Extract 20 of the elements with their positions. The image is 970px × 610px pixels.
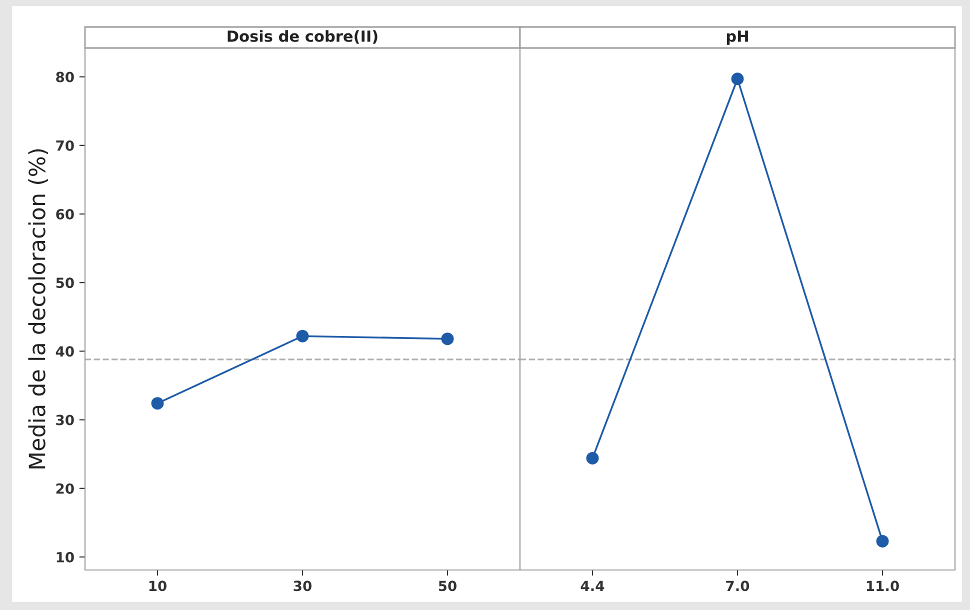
x-tick-label: 4.4 xyxy=(580,580,604,591)
y-tick-label: 70 xyxy=(56,140,74,151)
x-tick-label: 50 xyxy=(438,580,456,592)
y-tick-label: 30 xyxy=(56,414,74,426)
x-tick-label: 11.0 xyxy=(866,580,899,592)
y-axis-title: Media de la decoloracion (%) xyxy=(28,149,48,468)
x-tick-label: 10 xyxy=(149,580,166,592)
chart-title: Dosis de cobre(II) xyxy=(228,30,378,44)
y-tick-label: 20 xyxy=(56,483,74,494)
x-tick-label: 7.0 xyxy=(726,580,750,592)
y-tick-label: 80 xyxy=(56,72,74,82)
point xyxy=(441,332,454,346)
y-tick-label: 40 xyxy=(56,346,74,357)
y-tick-label: 50 xyxy=(56,278,74,288)
point xyxy=(151,397,164,410)
chart-title: pH xyxy=(726,30,748,45)
point xyxy=(296,330,309,342)
x-tick-label: 30 xyxy=(294,580,312,592)
y-tick-label: 60 xyxy=(56,208,74,220)
y-tick-label: 10 xyxy=(56,552,74,562)
